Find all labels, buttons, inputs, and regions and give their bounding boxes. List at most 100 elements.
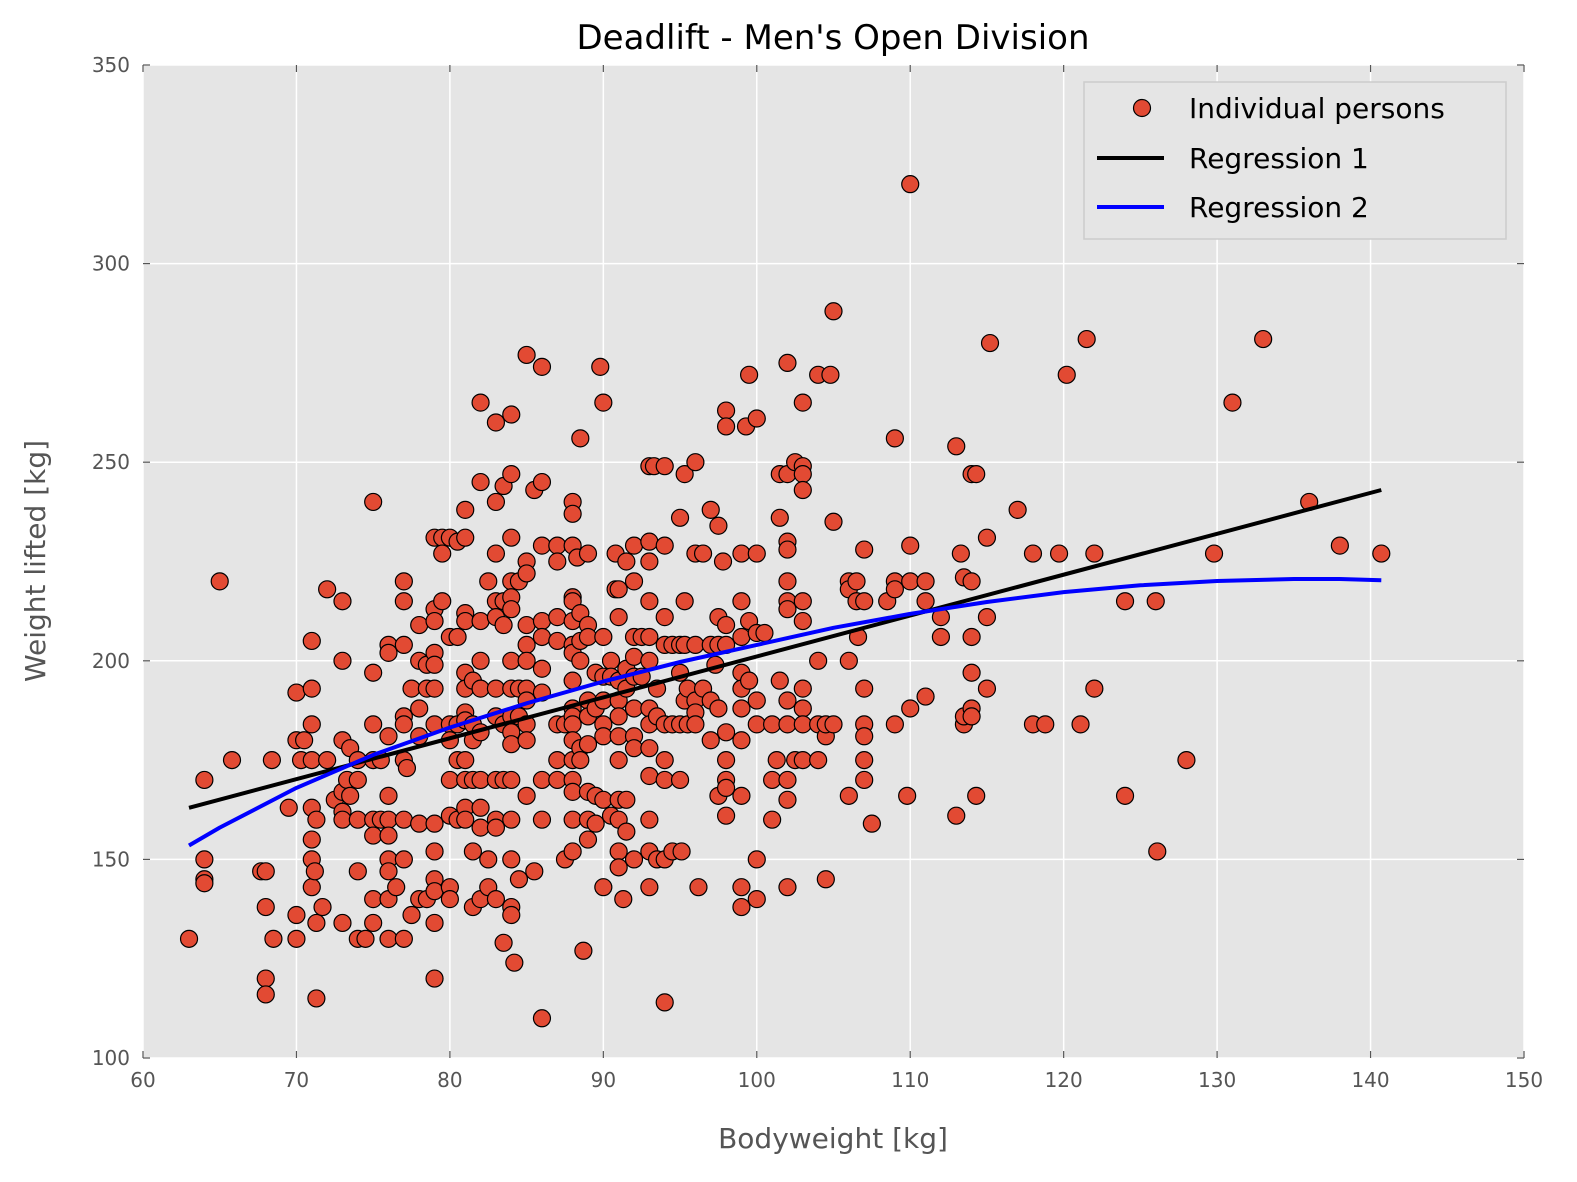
data-point — [732, 878, 751, 897]
data-point — [1023, 544, 1043, 563]
data-point — [1008, 500, 1027, 519]
y-tick-label: 350 — [92, 53, 130, 77]
data-point — [425, 679, 444, 698]
data-point — [740, 365, 759, 384]
data-point — [770, 671, 789, 690]
data-point — [640, 878, 659, 897]
data-point — [763, 810, 782, 829]
data-point — [425, 814, 444, 833]
data-point — [179, 929, 199, 948]
legend-box — [1083, 81, 1507, 240]
data-point — [1085, 544, 1104, 563]
data-point — [548, 536, 567, 555]
data-point — [1115, 592, 1135, 611]
data-point — [763, 715, 782, 734]
data-point — [793, 393, 812, 412]
data-point — [471, 798, 490, 817]
data-point — [433, 592, 452, 611]
data-point — [839, 786, 858, 805]
data-point — [402, 679, 421, 698]
data-point — [793, 465, 812, 484]
data-point — [716, 615, 736, 635]
data-point — [210, 572, 229, 591]
legend: Individual persons Regression 1 Regressi… — [1083, 81, 1507, 240]
data-point — [563, 810, 582, 829]
data-point — [709, 699, 728, 718]
data-point — [770, 508, 789, 527]
y-axis-label: Weight lifted [kg] — [19, 440, 52, 682]
data-point — [901, 175, 920, 194]
data-point — [732, 592, 751, 611]
data-point — [307, 810, 326, 829]
data-point — [517, 345, 536, 365]
data-point — [716, 806, 736, 825]
data-point — [548, 770, 567, 790]
data-point — [962, 627, 981, 647]
data-point — [486, 544, 506, 563]
data-point — [456, 810, 475, 829]
data-point — [195, 850, 214, 869]
data-point — [862, 814, 881, 833]
x-tick-label: 100 — [738, 1068, 776, 1092]
data-point — [740, 671, 759, 690]
data-point — [586, 814, 605, 833]
data-point — [410, 699, 429, 718]
y-tick-label: 100 — [92, 1046, 130, 1070]
y-tick-label: 250 — [92, 450, 130, 474]
data-point — [222, 750, 242, 770]
data-point — [793, 592, 812, 611]
data-point — [594, 878, 613, 897]
data-point — [1223, 393, 1242, 412]
data-point — [532, 1009, 552, 1028]
data-point — [609, 727, 628, 746]
data-point — [394, 715, 413, 734]
data-point — [313, 897, 332, 917]
data-point — [302, 679, 321, 698]
data-point — [885, 715, 904, 734]
data-point — [379, 826, 398, 845]
data-point — [609, 750, 628, 770]
data-point — [747, 691, 766, 710]
data-point — [1330, 536, 1349, 555]
data-point — [916, 572, 935, 591]
x-tick-label: 130 — [1198, 1068, 1236, 1092]
data-point — [532, 472, 552, 492]
data-point — [716, 723, 736, 742]
data-point — [885, 580, 904, 599]
legend-label-individual-persons: Individual persons — [1189, 92, 1445, 125]
data-point — [1077, 329, 1096, 349]
x-tick-label: 80 — [437, 1068, 462, 1092]
data-point — [693, 544, 713, 563]
data-point — [1372, 544, 1391, 563]
data-point — [364, 890, 383, 909]
data-point — [755, 623, 774, 643]
data-point — [747, 890, 766, 909]
x-tick-label: 140 — [1351, 1068, 1389, 1092]
data-point — [486, 890, 506, 909]
legend-marker-individual-persons — [1132, 98, 1152, 118]
data-point — [617, 790, 636, 809]
data-point — [767, 750, 786, 770]
data-point — [517, 731, 536, 750]
data-point — [333, 913, 352, 933]
data-point — [609, 580, 628, 599]
data-point — [655, 457, 674, 476]
data-point — [394, 635, 413, 655]
data-point — [287, 905, 306, 925]
data-point — [517, 564, 536, 583]
data-point — [456, 750, 475, 770]
data-point — [609, 842, 628, 861]
data-point — [747, 409, 766, 428]
data-point — [655, 993, 674, 1012]
data-point — [640, 532, 659, 551]
data-point — [609, 858, 628, 877]
data-point — [563, 504, 582, 523]
data-point — [1049, 544, 1069, 563]
chart-title: Deadlift - Men's Open Division — [577, 18, 1090, 58]
data-point — [425, 655, 444, 674]
data-point — [609, 608, 628, 627]
data-point — [410, 615, 429, 635]
data-point — [463, 842, 483, 861]
data-point — [502, 735, 521, 754]
data-point — [793, 611, 812, 631]
